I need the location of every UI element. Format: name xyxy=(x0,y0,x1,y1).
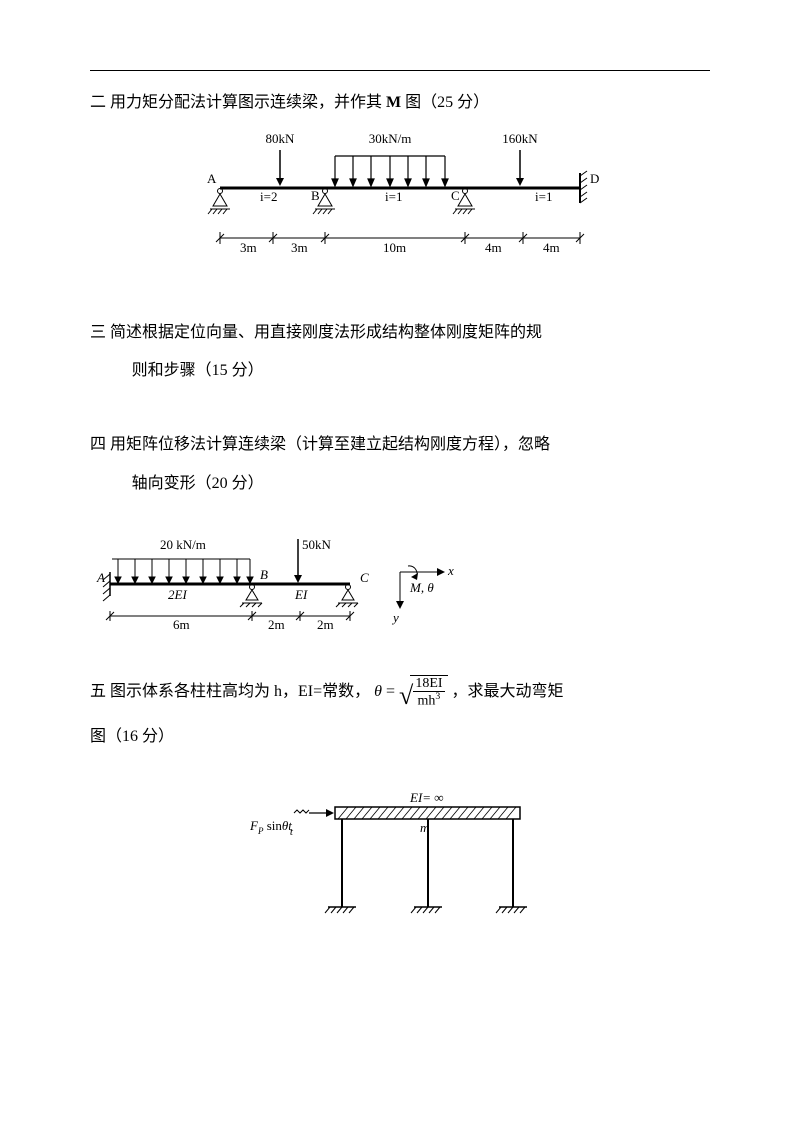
q5-pre: 五 图示体系各柱柱高均为 h，EI=常数， xyxy=(90,682,370,699)
q2-node-C: C xyxy=(451,188,460,203)
q2-title-pre: 二 用力矩分配法计算图示连续梁，并作其 xyxy=(90,94,382,111)
q4-EI-BC: EI xyxy=(294,587,308,602)
q2-node-B: B xyxy=(311,188,320,203)
q4-line1: 四 用矩阵位移法计算连续梁（计算至建立起结构刚度方程），忽略 xyxy=(90,431,710,460)
q2-node-A: A xyxy=(207,171,217,186)
q4-line2: 轴向变形（20 分） xyxy=(90,470,710,499)
q5-formula: θ = √18EImh3 xyxy=(374,675,447,709)
svg-text:2m: 2m xyxy=(268,617,285,632)
svg-text:y: y xyxy=(391,610,399,625)
q4-w-label: 20 kN/m xyxy=(160,537,206,552)
q2-dims: 3m 3m 10m 4m 4m xyxy=(216,232,584,255)
svg-text:4m: 4m xyxy=(485,240,502,255)
question-3: 三 简述根据定位向量、用直接刚度法形成结构整体刚度矩阵的规 则和步骤（15 分） xyxy=(90,319,710,387)
q2-i-CD: i=1 xyxy=(535,189,552,204)
q4-node-B: B xyxy=(260,567,268,582)
svg-text:3m: 3m xyxy=(291,240,308,255)
q2-i-BC: i=1 xyxy=(385,189,402,204)
q2-title-post: 图（25 分） xyxy=(405,94,489,111)
q4-figure: 20 kN/m 50kN xyxy=(90,534,710,645)
q4-node-A: A xyxy=(96,570,105,585)
q2-load-P2: 160kN xyxy=(502,131,538,146)
q5-mid: ，求最大动弯矩 xyxy=(452,682,564,699)
question-5: 五 图示体系各柱柱高均为 h，EI=常数， θ = √18EImh3 ，求最大动… xyxy=(90,675,710,943)
q4-support-B xyxy=(240,584,262,607)
q2-load-w: 30kN/m xyxy=(369,131,412,146)
svg-text:3m: 3m xyxy=(240,240,257,255)
q2-node-D: D xyxy=(590,171,599,186)
q5-line2: 图（16 分） xyxy=(90,723,710,752)
q5-EIinf: EI= ∞ xyxy=(409,790,444,805)
q4-dims: 6m 2m 2m xyxy=(106,611,354,632)
svg-text:10m: 10m xyxy=(383,240,406,255)
q3-line1: 三 简述根据定位向量、用直接刚度法形成结构整体刚度矩阵的规 xyxy=(90,319,710,348)
q4-axis: x y M, θ xyxy=(391,563,454,625)
svg-text:x: x xyxy=(447,563,454,578)
q3-line2: 则和步骤（15 分） xyxy=(90,357,710,386)
question-4: 四 用矩阵位移法计算连续梁（计算至建立起结构刚度方程），忽略 轴向变形（20 分… xyxy=(90,431,710,644)
q2-title-bold: M xyxy=(382,94,405,111)
svg-text:M, θ: M, θ xyxy=(409,580,434,595)
q5-figure: EI= ∞ m xyxy=(90,772,710,943)
svg-text:6m: 6m xyxy=(173,617,190,632)
q2-support-A xyxy=(208,188,230,214)
top-rule xyxy=(90,70,710,71)
q2-figure: 80kN 30kN/m 160kN xyxy=(90,128,710,279)
svg-text:2m: 2m xyxy=(317,617,334,632)
q4-node-C: C xyxy=(360,570,369,585)
question-2: 二 用力矩分配法计算图示连续梁，并作其 M 图（25 分） 80kN 30kN/… xyxy=(90,89,710,279)
q4-support-C xyxy=(336,584,358,607)
svg-text:4m: 4m xyxy=(543,240,560,255)
q4-EI-AB: 2EI xyxy=(168,587,187,602)
q5-load-text: FP sinθtt xyxy=(250,818,294,838)
q5-load-arrow xyxy=(294,809,334,817)
q2-title: 二 用力矩分配法计算图示连续梁，并作其 M 图（25 分） xyxy=(90,89,710,118)
q2-support-D xyxy=(580,171,587,203)
q5-title: 五 图示体系各柱柱高均为 h，EI=常数， θ = √18EImh3 ，求最大动… xyxy=(90,675,710,709)
q2-load-P1: 80kN xyxy=(266,131,296,146)
q4-P-label: 50kN xyxy=(302,537,332,552)
q2-i-AB: i=2 xyxy=(260,189,277,204)
